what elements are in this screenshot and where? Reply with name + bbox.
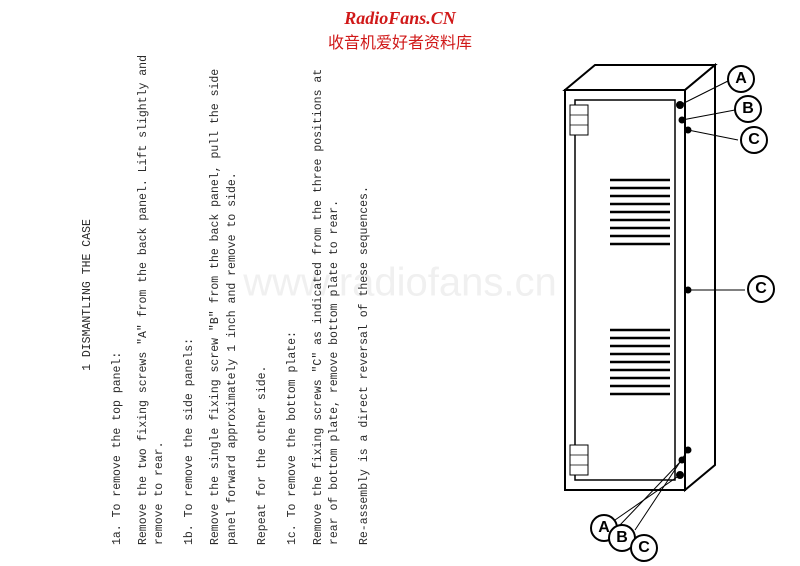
case-diagram: A B C C A B C <box>520 50 770 560</box>
step-1b-label: 1b. To remove the side panels: <box>182 45 198 545</box>
callout-c-bottom: C <box>630 534 658 562</box>
watermark-url: RadioFans.CN <box>328 8 472 29</box>
diagram-svg <box>520 50 770 560</box>
section-title: 1 DISMANTLING THE CASE <box>80 45 96 545</box>
callout-c-top: C <box>740 126 768 154</box>
watermark-header: RadioFans.CN 收音机爱好者资料库 <box>328 8 472 53</box>
step-1a-label: 1a. To remove the top panel: <box>110 45 126 545</box>
step-1c-text: Remove the fixing screws "C" as indicate… <box>311 45 343 545</box>
watermark-chinese: 收音机爱好者资料库 <box>328 29 472 53</box>
manual-text: 1 DISMANTLING THE CASE 1a. To remove the… <box>80 45 387 545</box>
step-1b-text2: Repeat for the other side. <box>255 45 271 545</box>
step-1c-label: 1c. To remove the bottom plate: <box>285 45 301 545</box>
step-1b-text1: Remove the single fixing screw "B" from … <box>208 45 240 545</box>
step-1a-text: Remove the two fixing screws "A" from th… <box>136 45 168 545</box>
callout-c-mid: C <box>747 275 775 303</box>
callout-b-top: B <box>734 95 762 123</box>
page-content: 1 DISMANTLING THE CASE 1a. To remove the… <box>0 0 800 566</box>
callout-a-top: A <box>727 65 755 93</box>
reassembly-text: Re-assembly is a direct reversal of thes… <box>357 45 373 545</box>
